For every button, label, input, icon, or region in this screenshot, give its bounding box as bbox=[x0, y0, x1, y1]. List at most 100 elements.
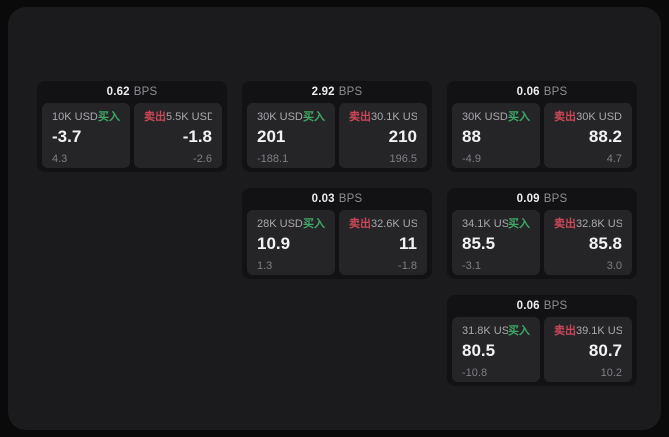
sell-panel[interactable]: 卖出 5.5K USD -1.8 -2.6 bbox=[134, 103, 222, 168]
buy-price: 201 bbox=[257, 127, 286, 146]
buy-amount: 10K USD bbox=[52, 111, 98, 123]
quote-body: 10K USD 买入 -3.7 4.3 卖出 5.5K USD -1.8 -2.… bbox=[37, 103, 227, 172]
sell-change: 3.0 bbox=[606, 260, 622, 272]
buy-panel[interactable]: 28K USD 买入 10.9 1.3 bbox=[247, 210, 335, 275]
quote-card[interactable]: 0.06 BPS 30K USD 买入 88 -4.9 卖出 30K USD 8… bbox=[447, 81, 637, 172]
sell-change: 10.2 bbox=[600, 367, 622, 379]
buy-label: 买入 bbox=[508, 325, 530, 337]
buy-panel-top: 34.1K USD 买入 bbox=[462, 217, 530, 231]
spread-unit: BPS bbox=[543, 86, 568, 98]
buy-label: 买入 bbox=[98, 111, 120, 123]
buy-change: -4.9 bbox=[462, 153, 481, 165]
spread-header: 0.06 BPS bbox=[447, 295, 637, 317]
quote-card[interactable]: 0.09 BPS 34.1K USD 买入 85.5 -3.1 卖出 32.8K… bbox=[447, 188, 637, 279]
sell-change: -1.8 bbox=[398, 260, 417, 272]
quote-body: 30K USD 买入 88 -4.9 卖出 30K USD 88.2 4.7 bbox=[447, 103, 637, 172]
sell-amount: 39.1K USD bbox=[576, 325, 622, 337]
sell-amount: 32.8K USD bbox=[576, 218, 622, 230]
quote-card[interactable]: 0.62 BPS 10K USD 买入 -3.7 4.3 卖出 5.5K USD… bbox=[37, 81, 227, 172]
sell-change: 196.5 bbox=[389, 153, 417, 165]
sell-panel[interactable]: 卖出 32.6K USD 11 -1.8 bbox=[339, 210, 427, 275]
spread-unit: BPS bbox=[543, 300, 568, 312]
sell-label: 卖出 bbox=[554, 218, 576, 230]
sell-label: 卖出 bbox=[349, 218, 371, 230]
sell-amount: 5.5K USD bbox=[166, 111, 212, 123]
buy-label: 买入 bbox=[508, 218, 530, 230]
buy-panel-top: 30K USD 买入 bbox=[462, 110, 530, 124]
sell-panel-top: 卖出 39.1K USD bbox=[554, 324, 622, 338]
sell-panel[interactable]: 卖出 30K USD 88.2 4.7 bbox=[544, 103, 632, 168]
sell-price: 210 bbox=[388, 127, 417, 146]
buy-amount: 30K USD bbox=[462, 111, 508, 123]
buy-price: 85.5 bbox=[462, 234, 496, 253]
buy-change: -188.1 bbox=[257, 153, 289, 165]
quote-body: 31.8K USD 买入 80.5 -10.8 卖出 39.1K USD 80.… bbox=[447, 317, 637, 386]
sell-panel[interactable]: 卖出 32.8K USD 85.8 3.0 bbox=[544, 210, 632, 275]
buy-panel-top: 28K USD 买入 bbox=[257, 217, 325, 231]
buy-panel-top: 31.8K USD 买入 bbox=[462, 324, 530, 338]
buy-panel[interactable]: 34.1K USD 买入 85.5 -3.1 bbox=[452, 210, 540, 275]
sell-label: 卖出 bbox=[554, 111, 576, 123]
quote-card[interactable]: 0.03 BPS 28K USD 买入 10.9 1.3 卖出 32.6K US… bbox=[242, 188, 432, 279]
buy-amount: 30K USD bbox=[257, 111, 303, 123]
spread-header: 0.03 BPS bbox=[242, 188, 432, 210]
quotes-panel: 0.62 BPS 10K USD 买入 -3.7 4.3 卖出 5.5K USD… bbox=[8, 7, 661, 430]
spread-value: 0.62 bbox=[106, 86, 130, 98]
buy-price: -3.7 bbox=[52, 127, 82, 146]
sell-panel-top: 卖出 5.5K USD bbox=[144, 110, 212, 124]
quote-card[interactable]: 0.06 BPS 31.8K USD 买入 80.5 -10.8 卖出 39.1… bbox=[447, 295, 637, 386]
sell-panel[interactable]: 卖出 39.1K USD 80.7 10.2 bbox=[544, 317, 632, 382]
sell-panel-top: 卖出 32.8K USD bbox=[554, 217, 622, 231]
sell-price: 80.7 bbox=[588, 341, 622, 360]
quote-grid: 0.62 BPS 10K USD 买入 -3.7 4.3 卖出 5.5K USD… bbox=[37, 81, 637, 386]
buy-amount: 31.8K USD bbox=[462, 325, 508, 337]
quote-card[interactable]: 2.92 BPS 30K USD 买入 201 -188.1 卖出 30.1K … bbox=[242, 81, 432, 172]
sell-amount: 30.1K USD bbox=[371, 111, 417, 123]
buy-panel[interactable]: 30K USD 买入 201 -188.1 bbox=[247, 103, 335, 168]
buy-panel[interactable]: 30K USD 买入 88 -4.9 bbox=[452, 103, 540, 168]
buy-amount: 28K USD bbox=[257, 218, 303, 230]
spread-unit: BPS bbox=[338, 86, 363, 98]
sell-panel-top: 卖出 32.6K USD bbox=[349, 217, 417, 231]
spread-header: 0.06 BPS bbox=[447, 81, 637, 103]
spread-header: 2.92 BPS bbox=[242, 81, 432, 103]
buy-change: 1.3 bbox=[257, 260, 273, 272]
buy-panel[interactable]: 10K USD 买入 -3.7 4.3 bbox=[42, 103, 130, 168]
buy-panel[interactable]: 31.8K USD 买入 80.5 -10.8 bbox=[452, 317, 540, 382]
sell-price: -1.8 bbox=[182, 127, 212, 146]
spread-value: 2.92 bbox=[311, 86, 335, 98]
quote-body: 30K USD 买入 201 -188.1 卖出 30.1K USD 210 1… bbox=[242, 103, 432, 172]
spread-value: 0.06 bbox=[516, 86, 540, 98]
sell-panel-top: 卖出 30K USD bbox=[554, 110, 622, 124]
buy-panel-top: 30K USD 买入 bbox=[257, 110, 325, 124]
sell-amount: 32.6K USD bbox=[371, 218, 417, 230]
quote-body: 34.1K USD 买入 85.5 -3.1 卖出 32.8K USD 85.8… bbox=[447, 210, 637, 279]
sell-change: 4.7 bbox=[606, 153, 622, 165]
spread-header: 0.62 BPS bbox=[37, 81, 227, 103]
sell-label: 卖出 bbox=[554, 325, 576, 337]
buy-price: 88 bbox=[462, 127, 481, 146]
spread-value: 0.03 bbox=[311, 193, 335, 205]
quote-body: 28K USD 买入 10.9 1.3 卖出 32.6K USD 11 -1.8 bbox=[242, 210, 432, 279]
sell-panel-top: 卖出 30.1K USD bbox=[349, 110, 417, 124]
buy-price: 10.9 bbox=[257, 234, 291, 253]
buy-amount: 34.1K USD bbox=[462, 218, 508, 230]
sell-price: 85.8 bbox=[588, 234, 622, 253]
buy-change: 4.3 bbox=[52, 153, 68, 165]
sell-panel[interactable]: 卖出 30.1K USD 210 196.5 bbox=[339, 103, 427, 168]
sell-price: 88.2 bbox=[588, 127, 622, 146]
buy-change: -3.1 bbox=[462, 260, 481, 272]
sell-label: 卖出 bbox=[144, 111, 166, 123]
buy-label: 买入 bbox=[303, 111, 325, 123]
buy-label: 买入 bbox=[303, 218, 325, 230]
sell-label: 卖出 bbox=[349, 111, 371, 123]
spread-unit: BPS bbox=[543, 193, 568, 205]
spread-unit: BPS bbox=[338, 193, 363, 205]
sell-price: 11 bbox=[399, 234, 417, 253]
spread-value: 0.06 bbox=[516, 300, 540, 312]
spread-unit: BPS bbox=[133, 86, 158, 98]
buy-label: 买入 bbox=[508, 111, 530, 123]
sell-amount: 30K USD bbox=[576, 111, 622, 123]
buy-price: 80.5 bbox=[462, 341, 496, 360]
spread-value: 0.09 bbox=[516, 193, 540, 205]
